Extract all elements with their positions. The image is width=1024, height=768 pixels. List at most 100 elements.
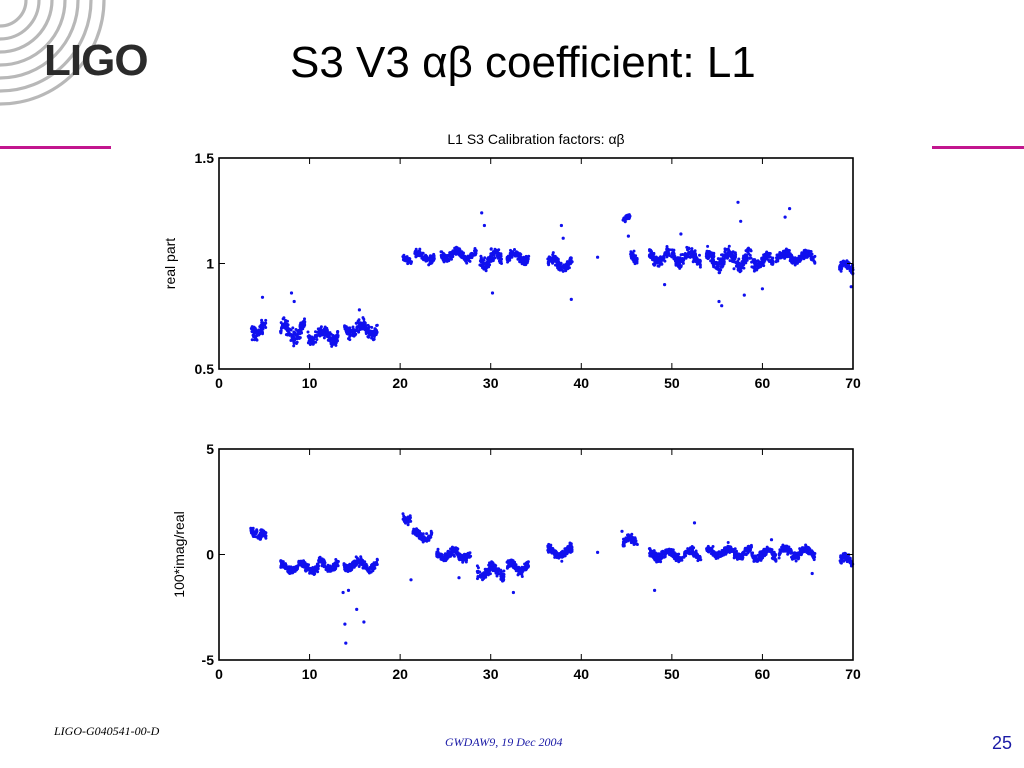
data-point — [250, 338, 254, 342]
data-point — [444, 258, 448, 262]
outlier-point — [717, 299, 721, 304]
data-point — [332, 339, 336, 342]
data-point — [418, 253, 422, 257]
data-point — [282, 316, 286, 320]
data-point — [286, 329, 290, 333]
data-point — [839, 555, 843, 559]
data-point — [308, 343, 312, 346]
data-point — [552, 553, 556, 556]
data-point — [798, 547, 802, 551]
x-tick-label: 30 — [483, 375, 499, 391]
data-point — [443, 255, 447, 259]
data-point — [625, 215, 629, 219]
data-point — [511, 251, 515, 255]
data-point — [473, 252, 477, 256]
data-point — [557, 264, 561, 268]
data-point — [675, 258, 679, 262]
data-point — [733, 257, 737, 261]
data-point — [524, 254, 528, 258]
data-point — [848, 556, 852, 560]
data-point — [315, 338, 319, 341]
data-point — [559, 555, 563, 559]
ligo-logo: LIGO — [44, 36, 149, 85]
x-tick-label: 0 — [215, 375, 223, 391]
data-point — [263, 535, 267, 538]
data-point — [322, 328, 326, 332]
data-point — [760, 555, 763, 559]
data-point — [651, 553, 654, 557]
data-point — [665, 248, 669, 252]
data-point — [254, 327, 258, 331]
data-point — [748, 248, 752, 252]
data-point — [259, 535, 263, 539]
data-point — [428, 260, 432, 264]
data-point — [367, 325, 371, 329]
outlier-point — [810, 571, 814, 576]
data-point — [671, 548, 675, 552]
data-point — [296, 567, 299, 571]
data-point — [786, 546, 790, 549]
data-point — [344, 563, 348, 567]
data-point — [330, 336, 334, 340]
data-point — [549, 546, 553, 549]
data-point — [448, 551, 452, 555]
x-tick-label: 0 — [215, 666, 223, 682]
data-point — [292, 568, 296, 572]
data-point — [489, 247, 493, 251]
data-point — [361, 316, 365, 320]
data-point — [414, 252, 418, 256]
data-point — [321, 563, 324, 567]
data-point — [481, 261, 485, 265]
data-point — [336, 334, 340, 337]
data-point — [493, 256, 497, 260]
data-point — [311, 566, 315, 569]
data-point — [347, 331, 351, 335]
data-point — [686, 550, 690, 554]
data-point — [465, 553, 469, 557]
data-point — [502, 575, 506, 579]
data-point — [348, 564, 352, 568]
data-point — [739, 556, 743, 560]
data-point — [409, 519, 413, 523]
data-point — [520, 257, 524, 261]
data-point — [747, 544, 751, 548]
data-point — [622, 537, 625, 541]
data-point — [750, 265, 754, 269]
data-point — [300, 324, 304, 328]
data-point — [774, 559, 778, 563]
data-point — [330, 344, 334, 348]
data-point — [744, 253, 748, 257]
data-point — [690, 253, 694, 257]
data-points — [249, 512, 855, 645]
data-point — [492, 567, 496, 570]
data-point — [461, 255, 465, 259]
data-point — [513, 254, 517, 258]
data-point — [695, 262, 699, 266]
data-point — [660, 256, 664, 260]
data-point — [546, 548, 550, 552]
data-point — [791, 261, 795, 265]
data-point — [487, 569, 491, 573]
data-point — [670, 552, 674, 556]
data-point — [709, 549, 713, 553]
data-point — [740, 266, 744, 270]
data-point — [524, 263, 528, 267]
data-point — [648, 249, 652, 253]
data-point — [705, 254, 709, 257]
data-point — [656, 258, 660, 262]
outlier-point — [346, 588, 351, 593]
data-point — [418, 247, 422, 251]
data-point — [569, 256, 573, 260]
y-tick-label: -5 — [202, 652, 215, 668]
outlier-point — [561, 236, 565, 240]
data-point — [676, 256, 680, 260]
outlier-point — [482, 223, 486, 228]
data-point — [745, 548, 749, 552]
data-point — [425, 532, 429, 536]
data-point — [494, 251, 498, 254]
outlier-point — [596, 550, 600, 555]
outlier-point — [788, 207, 792, 211]
data-point — [756, 259, 760, 263]
outlier-point — [733, 251, 737, 255]
data-point — [694, 549, 698, 553]
